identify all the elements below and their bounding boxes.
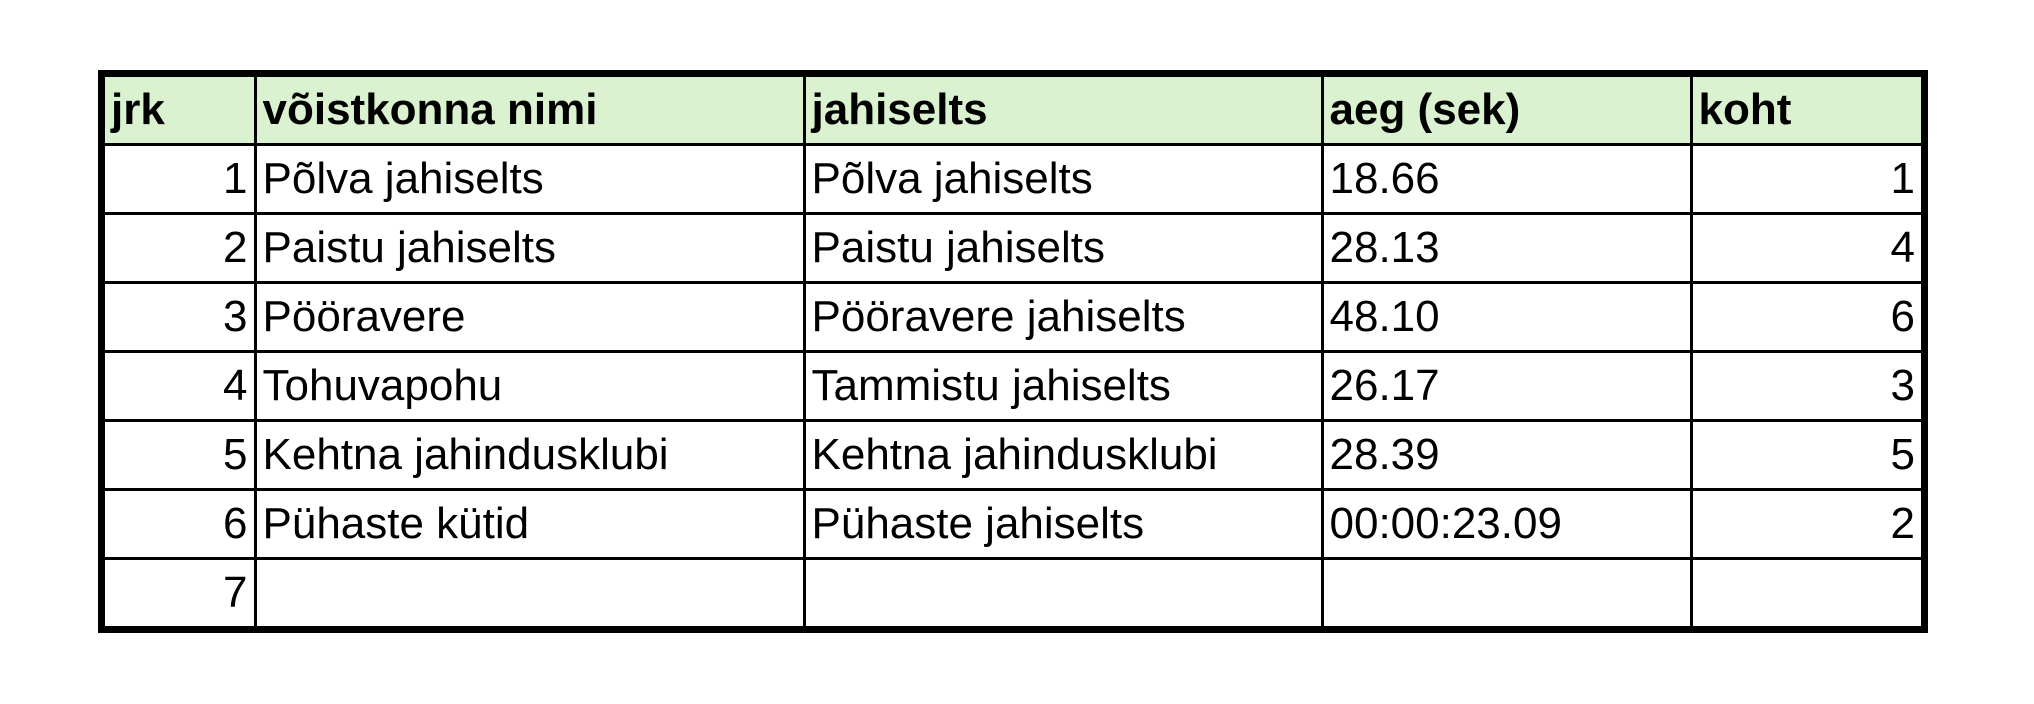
cell-place[interactable]: [1689, 557, 1921, 626]
table-row: 6 Pühaste kütid Pühaste jahiselts 00:00:…: [105, 488, 1921, 560]
cell-team-name[interactable]: Paistu jahiselts: [253, 212, 806, 284]
header-jrk[interactable]: jrk: [105, 77, 257, 146]
header-hunting-club[interactable]: jahiselts: [802, 77, 1324, 146]
cell-jrk[interactable]: 7: [105, 557, 257, 626]
table-row: 1 Põlva jahiselts Põlva jahiselts 18.66 …: [105, 143, 1921, 215]
cell-jrk[interactable]: 3: [105, 281, 257, 353]
cell-time[interactable]: 00:00:23.09: [1320, 488, 1693, 560]
cell-team-name[interactable]: Kehtna jahindusklubi: [253, 419, 806, 491]
cell-time[interactable]: 18.66: [1320, 143, 1693, 215]
header-time[interactable]: aeg (sek): [1320, 77, 1693, 146]
cell-jrk[interactable]: 1: [105, 143, 257, 215]
cell-hunting-club[interactable]: Põlva jahiselts: [802, 143, 1324, 215]
cell-team-name[interactable]: Pühaste kütid: [253, 488, 806, 560]
cell-time[interactable]: [1320, 557, 1693, 626]
cell-time[interactable]: 26.17: [1320, 350, 1693, 422]
cell-jrk[interactable]: 4: [105, 350, 257, 422]
cell-place[interactable]: 3: [1689, 350, 1921, 422]
cell-hunting-club[interactable]: Paistu jahiselts: [802, 212, 1324, 284]
cell-jrk[interactable]: 6: [105, 488, 257, 560]
results-table-frame: jrk võistkonna nimi jahiselts aeg (sek) …: [98, 70, 1928, 633]
cell-place[interactable]: 1: [1689, 143, 1921, 215]
header-place[interactable]: koht: [1689, 77, 1921, 146]
cell-hunting-club[interactable]: Pööravere jahiselts: [802, 281, 1324, 353]
cell-hunting-club[interactable]: [802, 557, 1324, 626]
table-row: 5 Kehtna jahindusklubi Kehtna jahinduskl…: [105, 419, 1921, 491]
cell-jrk[interactable]: 5: [105, 419, 257, 491]
cell-hunting-club[interactable]: Tammistu jahiselts: [802, 350, 1324, 422]
cell-place[interactable]: 4: [1689, 212, 1921, 284]
cell-place[interactable]: 5: [1689, 419, 1921, 491]
results-table: jrk võistkonna nimi jahiselts aeg (sek) …: [105, 77, 1921, 626]
cell-team-name[interactable]: Tohuvapohu: [253, 350, 806, 422]
cell-time[interactable]: 48.10: [1320, 281, 1693, 353]
cell-time[interactable]: 28.39: [1320, 419, 1693, 491]
table-row: 4 Tohuvapohu Tammistu jahiselts 26.17 3: [105, 350, 1921, 422]
cell-team-name[interactable]: Põlva jahiselts: [253, 143, 806, 215]
cell-team-name[interactable]: Pööravere: [253, 281, 806, 353]
cell-jrk[interactable]: 2: [105, 212, 257, 284]
header-team-name[interactable]: võistkonna nimi: [253, 77, 806, 146]
cell-team-name[interactable]: [253, 557, 806, 626]
cell-place[interactable]: 6: [1689, 281, 1921, 353]
header-row: jrk võistkonna nimi jahiselts aeg (sek) …: [105, 77, 1921, 146]
cell-time[interactable]: 28.13: [1320, 212, 1693, 284]
cell-place[interactable]: 2: [1689, 488, 1921, 560]
table-row: 3 Pööravere Pööravere jahiselts 48.10 6: [105, 281, 1921, 353]
cell-hunting-club[interactable]: Pühaste jahiselts: [802, 488, 1324, 560]
cell-hunting-club[interactable]: Kehtna jahindusklubi: [802, 419, 1324, 491]
table-row: 2 Paistu jahiselts Paistu jahiselts 28.1…: [105, 212, 1921, 284]
table-row: 7: [105, 557, 1921, 626]
